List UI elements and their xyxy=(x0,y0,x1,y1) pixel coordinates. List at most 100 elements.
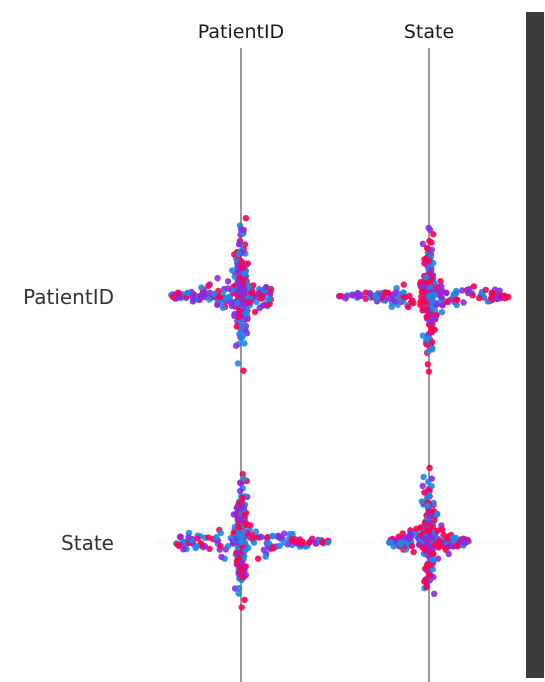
vertical-scrollbar[interactable] xyxy=(526,12,545,678)
beeswarm-point xyxy=(238,226,244,232)
beeswarm-point xyxy=(206,546,212,552)
beeswarm-point xyxy=(451,291,457,297)
beeswarm-point xyxy=(237,567,243,573)
beeswarm-point xyxy=(447,543,453,549)
column-label-state: State xyxy=(404,21,454,43)
beeswarm-point xyxy=(425,494,431,500)
beeswarm-point xyxy=(229,267,235,273)
beeswarm-point xyxy=(460,299,466,305)
beeswarm-point xyxy=(277,543,283,549)
beeswarm-point xyxy=(446,551,452,557)
beeswarm-point xyxy=(421,578,427,584)
beeswarm-point xyxy=(231,311,237,317)
beeswarm-point xyxy=(198,284,204,290)
beeswarm-point xyxy=(427,227,433,233)
beeswarm-point xyxy=(237,488,243,494)
beeswarm-point xyxy=(499,293,505,299)
beeswarm-point xyxy=(429,339,435,345)
beeswarm-point xyxy=(439,527,445,533)
beeswarm-point xyxy=(281,530,287,536)
beeswarm-point xyxy=(420,297,426,303)
beeswarm-point xyxy=(255,556,261,562)
beeswarm-point xyxy=(178,534,184,540)
beeswarm-point xyxy=(199,293,205,299)
beeswarm-point xyxy=(426,572,432,578)
beeswarm-point xyxy=(438,283,444,289)
beeswarm-point xyxy=(263,553,269,559)
beeswarm-point xyxy=(239,264,245,270)
beeswarm-point xyxy=(425,361,431,367)
beeswarm-point xyxy=(401,281,407,287)
beeswarm-point xyxy=(436,538,442,544)
beeswarm-point xyxy=(343,295,349,301)
beeswarm-point xyxy=(239,574,245,580)
beeswarm-point xyxy=(233,343,239,349)
beeswarm-point xyxy=(398,541,404,547)
beeswarm-point xyxy=(410,549,416,555)
beeswarm-point xyxy=(263,284,269,290)
beeswarm-point xyxy=(429,475,435,481)
beeswarm-point xyxy=(367,290,373,296)
beeswarm-point xyxy=(214,275,220,281)
beeswarm-point xyxy=(259,303,265,309)
beeswarm-point xyxy=(264,534,270,540)
beeswarm-point xyxy=(239,324,245,330)
beeswarm-point xyxy=(405,304,411,310)
beeswarm-point xyxy=(392,289,398,295)
beeswarm-point xyxy=(289,536,295,542)
beeswarm-point xyxy=(258,293,264,299)
beeswarm-point xyxy=(423,274,429,280)
beeswarm-point xyxy=(483,287,489,293)
beeswarm-point xyxy=(428,523,434,529)
beeswarm-point xyxy=(205,283,211,289)
beeswarm-point xyxy=(428,267,434,273)
beeswarm-point xyxy=(439,309,445,315)
beeswarm-point xyxy=(426,465,432,471)
beeswarm-point xyxy=(194,535,200,541)
beeswarm-point xyxy=(424,313,430,319)
beeswarm-point xyxy=(409,543,415,549)
beeswarm-point xyxy=(444,299,450,305)
beeswarm-point xyxy=(433,302,439,308)
beeswarm-point xyxy=(381,290,387,296)
row-label-patientid: PatientID xyxy=(23,285,114,309)
beeswarm-point xyxy=(176,543,182,549)
beeswarm-point xyxy=(424,584,430,590)
beeswarm-point xyxy=(306,539,312,545)
beeswarm-point xyxy=(190,294,196,300)
beeswarm-point xyxy=(238,538,244,544)
beeswarm-point xyxy=(222,295,228,301)
beeswarm-point xyxy=(426,368,432,374)
beeswarm-point xyxy=(243,520,249,526)
beeswarm-point xyxy=(236,241,242,247)
column-label-patientid: PatientID xyxy=(198,21,284,43)
beeswarm-point xyxy=(240,368,246,374)
beeswarm-point xyxy=(205,534,211,540)
beeswarm-point xyxy=(236,585,242,591)
beeswarm-point xyxy=(211,291,217,297)
beeswarm-point xyxy=(402,534,408,540)
beeswarm-point xyxy=(192,545,198,551)
beeswarm-point xyxy=(426,238,432,244)
beeswarm-point xyxy=(270,533,276,539)
beeswarm-point xyxy=(372,293,378,299)
beeswarm-point xyxy=(184,290,190,296)
beeswarm-point xyxy=(258,534,264,540)
beeswarm-point xyxy=(239,604,245,610)
beeswarm-point xyxy=(246,299,252,305)
beeswarm-point xyxy=(426,293,432,299)
beeswarm-point xyxy=(426,513,432,519)
beeswarm-point xyxy=(241,340,247,346)
beeswarm-point xyxy=(213,534,219,540)
beeswarm-point xyxy=(429,247,435,253)
beeswarm-point xyxy=(319,539,325,545)
beeswarm-point xyxy=(471,283,477,289)
beeswarm-point xyxy=(231,511,237,517)
beeswarm-point xyxy=(425,502,431,508)
beeswarm-point xyxy=(424,306,430,312)
beeswarm-point xyxy=(419,498,425,504)
beeswarm-point xyxy=(242,286,248,292)
beeswarm-point xyxy=(476,295,482,301)
beeswarm-point xyxy=(235,251,241,257)
beeswarm-point xyxy=(401,294,407,300)
